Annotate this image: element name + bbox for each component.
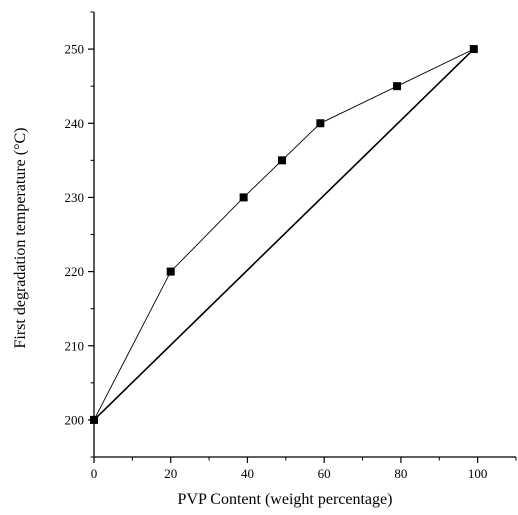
reference-line xyxy=(93,48,475,421)
y-tick-label: 220 xyxy=(65,264,85,279)
data-point-marker xyxy=(277,156,286,165)
y-tick-label: 250 xyxy=(65,42,85,57)
x-tick-label: 60 xyxy=(318,466,331,481)
x-tick-label: 40 xyxy=(241,466,254,481)
data-point-marker xyxy=(90,415,98,424)
data-point-marker xyxy=(469,45,478,54)
x-tick-label: 20 xyxy=(164,466,177,481)
y-tick-label: 230 xyxy=(65,190,85,205)
y-tick-label: 200 xyxy=(65,412,85,427)
y-axis-title: First degradation temperature (°C) xyxy=(12,128,29,349)
y-tick-label: 240 xyxy=(65,116,85,131)
y-tick-label: 210 xyxy=(65,338,85,353)
series xyxy=(90,45,478,424)
x-tick-label: 80 xyxy=(394,466,407,481)
axes xyxy=(93,12,516,458)
ticks xyxy=(88,11,517,463)
data-point-marker xyxy=(316,119,325,128)
x-tick-label: 100 xyxy=(468,466,488,481)
tick-labels: 0 20 40 60 80 100 200 210 220 230 240 250 xyxy=(65,42,488,481)
data-point-marker xyxy=(239,193,248,202)
data-point-marker xyxy=(393,82,402,91)
data-point-marker xyxy=(166,267,175,276)
x-tick-label: 0 xyxy=(91,466,98,481)
x-axis-title: PVP Content (weight percentage) xyxy=(178,491,393,508)
